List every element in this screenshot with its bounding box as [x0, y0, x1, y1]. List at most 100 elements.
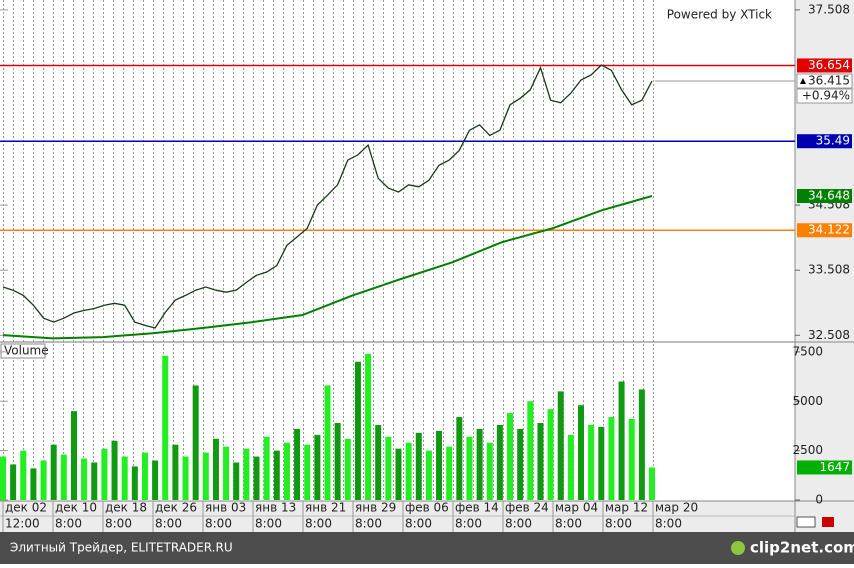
x-date-label: дек 10 [55, 501, 97, 515]
volume-bar [263, 436, 270, 500]
y-tick-label: 0 [815, 493, 823, 507]
x-time-label: 8:00 [405, 517, 432, 531]
status-bar [0, 532, 854, 564]
volume-bar [608, 417, 615, 500]
level-label-box [797, 223, 852, 238]
volume-bar [20, 450, 27, 500]
x-date-label: фев 14 [455, 501, 499, 515]
volume-bar [588, 424, 595, 500]
y-tick-label: 37.508 [808, 2, 850, 16]
x-time-label: 8:00 [305, 517, 332, 531]
volume-bar [192, 385, 199, 500]
level-label-box [797, 134, 852, 149]
x-time-label: 8:00 [205, 517, 232, 531]
volume-bar [375, 424, 382, 500]
volume-bar [152, 460, 159, 500]
current-price-label: 36.415 [808, 74, 850, 88]
volume-bar [598, 426, 605, 500]
x-date-label: фев 06 [405, 501, 449, 515]
volume-bar [324, 385, 331, 500]
y-tick-label: 2500 [792, 443, 823, 457]
current-price-box [796, 73, 853, 89]
volume-bar [121, 456, 128, 500]
y-tick-label: 33.508 [808, 263, 850, 277]
volume-bar [547, 409, 554, 500]
level-label-box [797, 58, 852, 73]
volume-label-box [797, 460, 852, 475]
x-time-label: 8:00 [355, 517, 382, 531]
x-time-label: 8:00 [105, 517, 132, 531]
volume-bar [405, 442, 412, 500]
volume-bar [162, 355, 169, 500]
y-tick-label: 32.508 [808, 328, 850, 342]
volume-bar [233, 462, 240, 500]
volume-bar [304, 444, 311, 500]
volume-bar [70, 411, 77, 500]
volume-bar [283, 442, 290, 500]
volume-bar [436, 430, 443, 500]
x-time-label: 8:00 [655, 517, 682, 531]
volume-label: Volume [4, 344, 49, 358]
volume-bar [223, 446, 230, 500]
volume-bar [30, 468, 37, 500]
level-label: 36.654 [808, 58, 850, 72]
volume-bar [111, 440, 118, 500]
volume-bar [395, 448, 402, 500]
x-date-label: янв 21 [305, 501, 346, 515]
volume-last-label: 1647 [819, 460, 850, 474]
ma-label: 34.648 [808, 189, 850, 203]
ma-label-box [797, 189, 852, 204]
x-date-label: янв 03 [205, 501, 246, 515]
x-date-label: дек 02 [5, 501, 47, 515]
volume-bar [0, 456, 6, 500]
moving-average [2, 195, 653, 340]
icon-button[interactable] [822, 517, 834, 527]
volume-bar [517, 428, 524, 500]
x-date-label: мар 20 [655, 501, 698, 515]
volume-bar [344, 438, 351, 500]
x-time-label: 8:00 [55, 517, 82, 531]
logo-icon [731, 541, 745, 555]
volume-bar [354, 361, 361, 500]
volume-bar [314, 434, 321, 500]
volume-bar [446, 446, 453, 500]
x-time-label: 8:00 [555, 517, 582, 531]
x-date-label: янв 29 [355, 501, 396, 515]
volume-bar [425, 450, 432, 500]
x-time-label: 8:00 [605, 517, 632, 531]
volume-bar [527, 401, 534, 500]
volume-bar [60, 454, 67, 500]
volume-bar [172, 444, 179, 500]
x-date-label: янв 13 [255, 501, 296, 515]
change-box [796, 88, 853, 104]
volume-bar [81, 458, 88, 500]
x-time-label: 12:00 [5, 517, 40, 531]
volume-bar [131, 466, 138, 500]
volume-bar [182, 456, 189, 500]
volume-bar [578, 405, 585, 500]
volume-bar [365, 353, 372, 500]
volume-bar [141, 452, 148, 500]
volume-bar [101, 448, 108, 500]
volume-bar [334, 422, 341, 500]
volume-bar [456, 417, 463, 500]
up-arrow [800, 78, 806, 85]
x-date-label: дек 26 [155, 501, 197, 515]
icon-button[interactable] [796, 516, 816, 528]
x-time-label: 8:00 [505, 517, 532, 531]
volume-bar [496, 424, 503, 500]
x-date-label: мар 12 [605, 501, 648, 515]
volume-bar [486, 442, 493, 500]
volume-bar [91, 462, 98, 500]
x-time-label: 8:00 [255, 517, 282, 531]
volume-bar [628, 419, 635, 500]
volume-bar [294, 428, 301, 500]
volume-bar [567, 434, 574, 500]
volume-bar [212, 438, 219, 500]
level-label: 34.122 [808, 223, 850, 237]
x-time-label: 8:00 [155, 517, 182, 531]
footer-text: Элитный Трейдер, ELITETRADER.RU [10, 541, 233, 555]
volume-bar [649, 467, 655, 500]
x-date-label: дек 18 [105, 501, 147, 515]
